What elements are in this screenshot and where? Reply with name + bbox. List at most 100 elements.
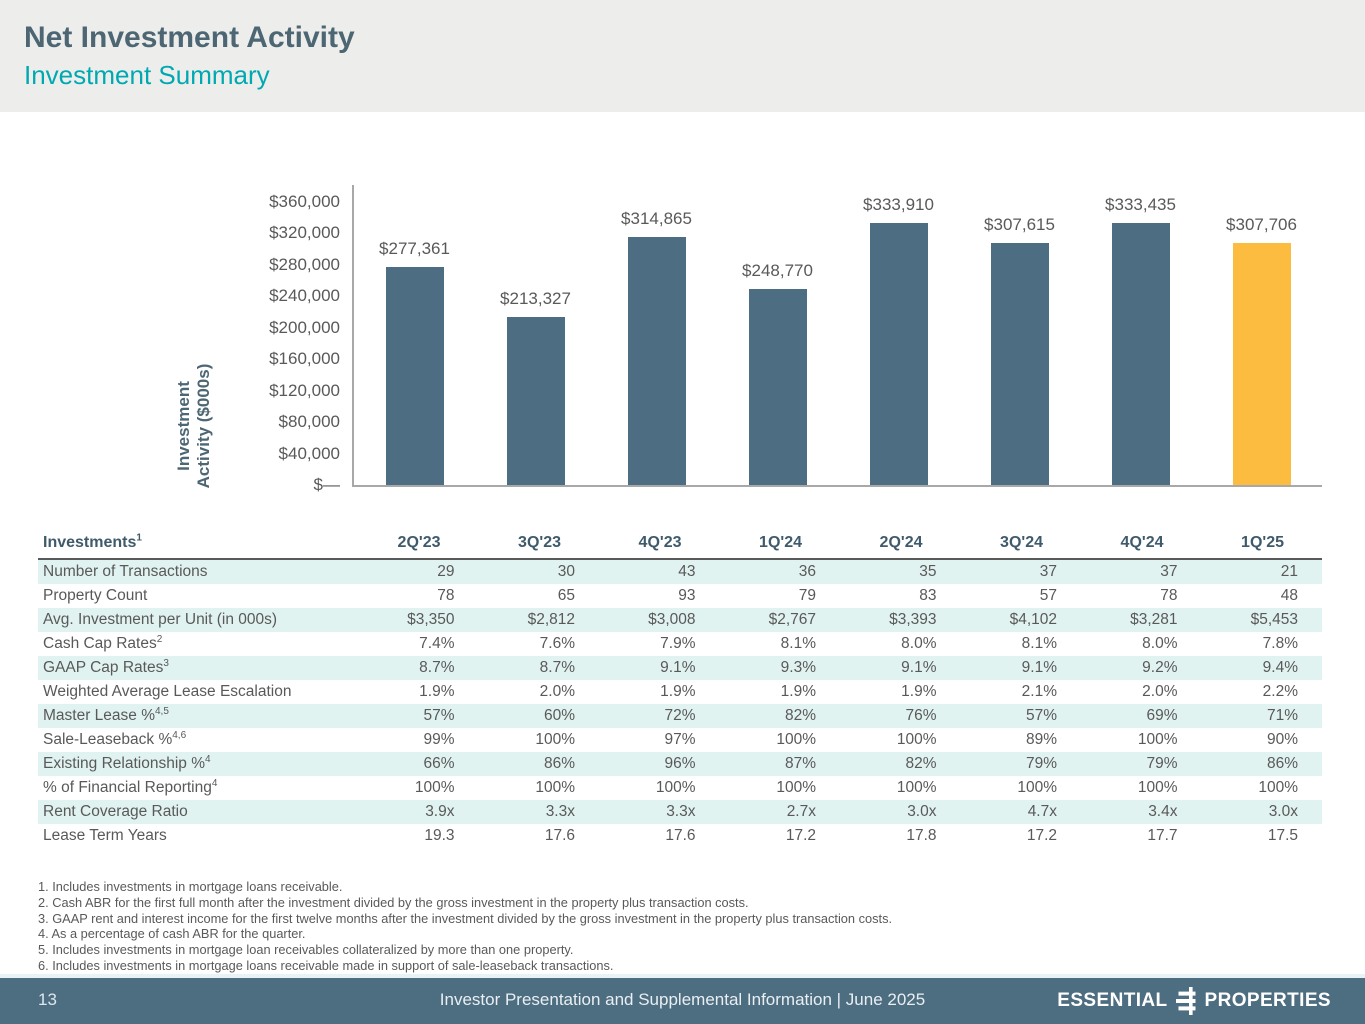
cell-value: 2.7x	[786, 803, 816, 820]
cell-value: 97%	[664, 731, 696, 748]
bar-value-label: $277,361	[379, 238, 450, 258]
row-label: Weighted Average Lease Escalation	[43, 683, 292, 700]
bar-slot: $314,865	[596, 185, 717, 485]
footnote-line: 3. GAAP rent and interest income for the…	[38, 910, 893, 926]
cell-value: 3.3x	[666, 803, 696, 820]
row-label-superscript: 3	[163, 657, 169, 669]
table-row: Rent Coverage Ratio 3.9x 3.3x 3.3x 2.7x 3.0x 4…	[38, 800, 1322, 824]
investments-table: Investments1 2Q'23 3Q'23 4Q'23 1Q'24 2Q'24 3Q'…	[38, 531, 1322, 848]
cell-value: 57%	[1025, 707, 1057, 724]
plot-area: $277,361 $213,327 $314,865 $248,770 $333,910…	[352, 185, 1322, 487]
y-axis-tick-label: $320,000	[269, 223, 340, 243]
footnote-line: 6. Includes investments in mortgage loan…	[38, 957, 614, 973]
table-header-row: Investments1 2Q'23 3Q'23 4Q'23 1Q'24 2Q'24 3Q'…	[38, 531, 1322, 560]
cell-value: 79%	[1146, 755, 1178, 772]
cell-value: 17.8	[906, 827, 937, 844]
row-label: Master Lease %4,5	[43, 705, 169, 724]
cell-value: 99%	[423, 731, 455, 748]
investment-activity-chart: Investment Activity ($000s) $360,000 $320…	[0, 112, 1365, 532]
cell-value: 3.3x	[545, 803, 575, 820]
cell-value: $4,102	[1009, 611, 1057, 628]
essential-properties-logo-icon	[1175, 987, 1197, 1015]
cell-value: 86%	[1266, 755, 1298, 772]
column-header-4Q'23: 4Q'23	[599, 531, 720, 560]
footer-page-number: 13	[38, 990, 57, 1009]
footer-center-text: Investor Presentation and Supplemental I…	[439, 990, 926, 1009]
cell-value: $2,767	[768, 611, 816, 628]
cell-value: $3,393	[889, 611, 937, 628]
cell-value: 1.9%	[419, 683, 455, 700]
table-row: Lease Term Years 19.3 17.6 17.6 17.2 17.8 17.2…	[38, 824, 1322, 848]
cell-value: 78	[1160, 587, 1178, 604]
cell-value: $2,812	[527, 611, 575, 628]
column-header-2Q'24: 2Q'24	[840, 531, 961, 560]
table-row: Sale-Leaseback %4,6 99% 100% 97% 100% 100% 89%…	[38, 728, 1322, 752]
cell-value: 100%	[896, 731, 937, 748]
cell-value: 3.0x	[1268, 803, 1298, 820]
cell-value: 1.9%	[780, 683, 816, 700]
cell-value: 60%	[543, 707, 575, 724]
pre-footer-strip	[0, 974, 1365, 978]
row-label: % of Financial Reporting4	[43, 777, 218, 796]
y-axis-tick-label: $40,000	[278, 443, 340, 463]
cell-value: 17.7	[1147, 827, 1178, 844]
cell-value: 37	[1039, 563, 1057, 580]
table-row: Property Count 78 65 93 79 83 57 78 48	[38, 584, 1322, 608]
y-axis-tick-label: $160,000	[269, 349, 340, 369]
cell-value: 8.1%	[780, 635, 816, 652]
footnote-line: 4. As a percentage of cash ABR for the q…	[38, 926, 306, 942]
cell-value: 35	[919, 563, 937, 580]
footer-bar: 13 Investor Presentation and Supplementa…	[0, 978, 1365, 1024]
row-label-superscript: 2	[156, 633, 163, 645]
row-label: GAAP Cap Rates3	[43, 657, 169, 676]
y-axis-tick-label: $360,000	[269, 192, 340, 211]
bar-value-label: $333,910	[863, 194, 934, 214]
bar-2Q'23	[385, 266, 444, 485]
bar-3Q'24	[990, 243, 1049, 485]
cell-value: 9.1%	[1021, 659, 1057, 676]
cell-value: 100%	[535, 731, 575, 748]
cell-value: 86%	[543, 755, 575, 772]
cell-value: 69%	[1146, 707, 1178, 724]
cell-value: 30	[557, 563, 575, 580]
bar-value-label: $248,770	[742, 261, 813, 281]
cell-value: 100%	[1258, 779, 1298, 796]
bar-1Q'25	[1232, 243, 1291, 485]
cell-value: 8.0%	[1142, 635, 1178, 652]
table-title: Investments1	[38, 531, 358, 560]
cell-value: 100%	[535, 779, 575, 796]
cell-value: 90%	[1266, 731, 1298, 748]
cell-value: 17.5	[1267, 827, 1298, 844]
table-body: Number of Transactions 29 30 43 36 35 37 37 21 Pr…	[38, 559, 1322, 848]
cell-value: 57%	[423, 707, 455, 724]
logo-word-essential: ESSENTIAL	[1057, 990, 1168, 1011]
bar-slot: $248,770	[717, 185, 838, 485]
cell-value: 78	[437, 587, 455, 604]
bar-value-label: $314,865	[621, 209, 692, 229]
bar-4Q'24	[1111, 222, 1170, 485]
cell-value: 3.4x	[1148, 803, 1178, 820]
cell-value: 79%	[1025, 755, 1057, 772]
bar-slot: $213,327	[475, 185, 596, 485]
cell-value: 100%	[1137, 731, 1178, 748]
y-axis-tick-label: $120,000	[269, 380, 340, 400]
cell-value: 17.6	[544, 827, 575, 844]
y-axis-tick-label: $80,000	[278, 412, 340, 432]
cell-value: 72%	[664, 707, 696, 724]
cell-value: 1.9%	[660, 683, 696, 700]
bar-slot: $307,615	[959, 185, 1080, 485]
company-logo: ESSENTIAL PROPERTIES	[1057, 987, 1331, 1015]
y-axis-tick-label: $280,000	[269, 254, 340, 274]
cell-value: 7.6%	[539, 635, 575, 652]
cell-value: 37	[1160, 563, 1178, 580]
table-row: Avg. Investment per Unit (in 000s) $3,350…	[38, 608, 1322, 632]
bar-2Q'24	[869, 222, 928, 485]
cell-value: 82%	[784, 707, 816, 724]
cell-value: 89%	[1025, 731, 1057, 748]
row-label-superscript: 4,5	[155, 705, 169, 717]
cell-value: 4.7x	[1027, 803, 1057, 820]
cell-value: 48	[1280, 587, 1298, 604]
table-row: Master Lease %4,5 57% 60% 72% 82% 76% 57% 69% 71…	[38, 704, 1322, 728]
cell-value: 100%	[1137, 779, 1178, 796]
logo-word-properties: PROPERTIES	[1204, 990, 1331, 1011]
